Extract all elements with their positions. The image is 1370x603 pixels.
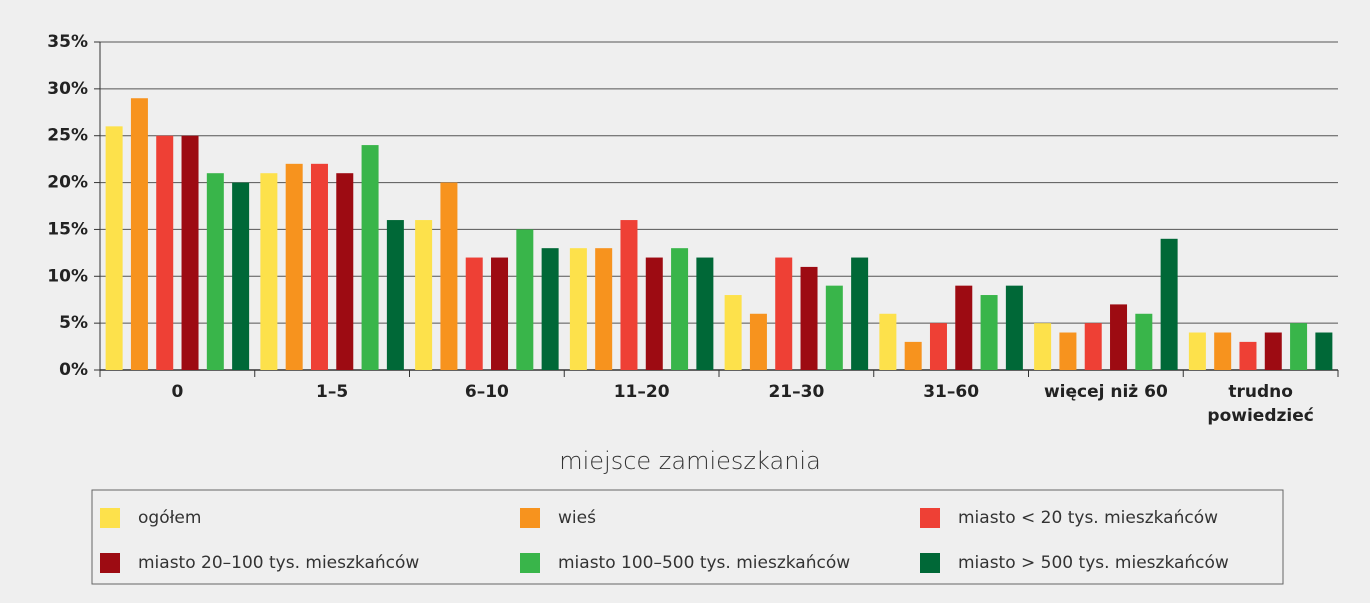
legend-label: ogółem bbox=[138, 508, 201, 528]
y-tick-label: 30% bbox=[47, 79, 88, 99]
bar bbox=[851, 257, 869, 370]
bar bbox=[955, 285, 973, 370]
bar bbox=[800, 266, 818, 370]
bar bbox=[516, 229, 534, 370]
legend-swatch bbox=[100, 553, 120, 573]
legend-swatch bbox=[520, 553, 540, 573]
bar bbox=[1239, 341, 1257, 370]
bar bbox=[1135, 313, 1153, 370]
bar bbox=[724, 295, 742, 370]
y-tick-label: 0% bbox=[59, 360, 88, 380]
bar bbox=[1160, 238, 1178, 370]
bar bbox=[671, 248, 689, 370]
bar bbox=[105, 126, 123, 370]
bar bbox=[1005, 285, 1023, 370]
legend-label: wieś bbox=[558, 508, 596, 528]
bar bbox=[879, 313, 897, 370]
bar bbox=[1214, 332, 1232, 370]
legend-swatch bbox=[920, 508, 940, 528]
bar bbox=[336, 173, 354, 370]
legend-box bbox=[91, 489, 1284, 585]
legend-label: miasto > 500 tys. mieszkańców bbox=[958, 553, 1229, 573]
x-tick-label: 1–5 bbox=[316, 382, 349, 402]
bar bbox=[285, 163, 303, 370]
bar bbox=[156, 135, 174, 370]
bar bbox=[491, 257, 509, 370]
bar bbox=[904, 341, 922, 370]
bar bbox=[361, 145, 379, 370]
legend-swatch bbox=[920, 553, 940, 573]
bar bbox=[386, 220, 404, 370]
bar bbox=[310, 163, 328, 370]
bar bbox=[1264, 332, 1282, 370]
bar bbox=[696, 257, 714, 370]
bar bbox=[569, 248, 587, 370]
bar bbox=[1084, 323, 1102, 370]
x-axis-title: miejsce zamieszkania bbox=[559, 447, 821, 475]
x-tick-label: więcej niż 60 bbox=[1043, 382, 1168, 402]
bar bbox=[775, 257, 793, 370]
y-tick-label: 5% bbox=[59, 313, 88, 333]
bar bbox=[130, 98, 148, 370]
bar bbox=[181, 135, 199, 370]
y-tick-label: 10% bbox=[47, 266, 88, 286]
x-tick-label: trudno powiedzieć bbox=[1207, 382, 1314, 426]
bar bbox=[1188, 332, 1206, 370]
bar bbox=[232, 182, 250, 370]
bar bbox=[465, 257, 483, 370]
bar bbox=[1034, 323, 1052, 370]
bar bbox=[929, 323, 947, 370]
bar bbox=[980, 295, 998, 370]
legend-label: miasto 100–500 tys. mieszkańców bbox=[558, 553, 850, 573]
bar bbox=[1290, 323, 1308, 370]
bar bbox=[1315, 332, 1333, 370]
x-tick-label: 31–60 bbox=[923, 382, 980, 402]
legend-swatch bbox=[100, 508, 120, 528]
legend-label: miasto < 20 tys. mieszkańców bbox=[958, 508, 1218, 528]
bar bbox=[260, 173, 278, 370]
y-tick-label: 35% bbox=[47, 32, 88, 52]
y-tick-label: 20% bbox=[47, 173, 88, 193]
bar bbox=[1059, 332, 1077, 370]
bar bbox=[1110, 304, 1128, 370]
y-tick-label: 15% bbox=[47, 219, 88, 239]
bar bbox=[206, 173, 224, 370]
bar bbox=[541, 248, 559, 370]
bar bbox=[645, 257, 663, 370]
bar bbox=[749, 313, 767, 370]
legend-label: miasto 20–100 tys. mieszkańców bbox=[138, 553, 419, 573]
x-tick-label: 11–20 bbox=[613, 382, 670, 402]
legend-swatch bbox=[520, 508, 540, 528]
bar bbox=[825, 285, 843, 370]
bar bbox=[440, 182, 458, 370]
x-tick-label: 6–10 bbox=[464, 382, 509, 402]
bar bbox=[595, 248, 613, 370]
y-tick-label: 25% bbox=[47, 126, 88, 146]
x-tick-label: 21–30 bbox=[768, 382, 825, 402]
bar bbox=[415, 220, 433, 370]
x-tick-label: 0 bbox=[171, 382, 184, 402]
bar bbox=[620, 220, 638, 370]
